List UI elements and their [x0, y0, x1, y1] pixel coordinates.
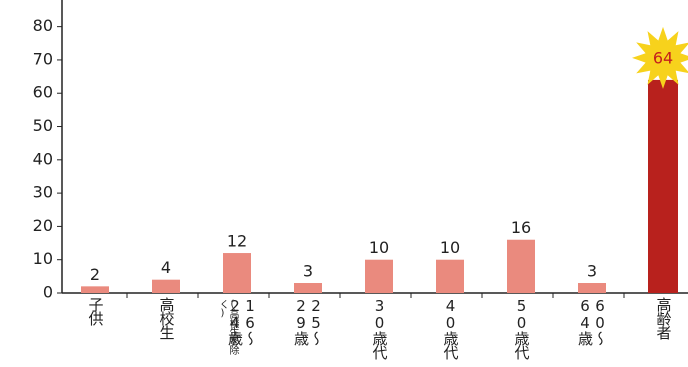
y-tick-label: 50	[33, 116, 53, 135]
value-label: 10	[369, 238, 389, 257]
bar	[648, 79, 678, 293]
bar	[223, 253, 251, 293]
y-tick-label: 60	[33, 83, 53, 102]
value-label: 12	[227, 232, 247, 251]
x-tick-label: 子供	[86, 297, 105, 325]
value-label: 64	[653, 48, 673, 67]
x-tick-label: 高校生	[157, 297, 176, 339]
y-tick-label: 40	[33, 149, 53, 168]
category-note: (高校生を除く)	[217, 299, 238, 354]
y-tick-label: 70	[33, 49, 53, 68]
bar	[294, 283, 322, 293]
bar	[507, 239, 535, 293]
x-tick-label: 16〜24歳	[226, 297, 259, 345]
star-badge	[632, 26, 688, 89]
bar	[81, 286, 109, 293]
x-tick-label: 高齢者	[654, 297, 673, 339]
x-tick-label: 50歳代	[512, 297, 531, 359]
y-tick-label: 30	[33, 183, 53, 202]
bar	[436, 259, 464, 293]
bar	[365, 259, 393, 293]
x-tick-label: 25〜29歳	[292, 297, 325, 345]
value-label: 10	[440, 238, 460, 257]
value-label: 3	[587, 262, 597, 281]
value-label: 2	[90, 265, 100, 284]
y-tick-label: 20	[33, 216, 53, 235]
x-tick-label: 60〜64歳	[576, 297, 609, 345]
y-tick-label: 10	[33, 249, 53, 268]
x-tick-label: 30歳代	[370, 297, 389, 359]
y-tick-label: 0	[43, 283, 53, 302]
value-label: 4	[161, 258, 171, 277]
bar	[578, 283, 606, 293]
y-tick-label: 80	[33, 16, 53, 35]
bar	[152, 279, 180, 293]
value-label: 3	[303, 262, 313, 281]
x-tick-label: 40歳代	[441, 297, 460, 359]
value-label: 16	[511, 218, 531, 237]
